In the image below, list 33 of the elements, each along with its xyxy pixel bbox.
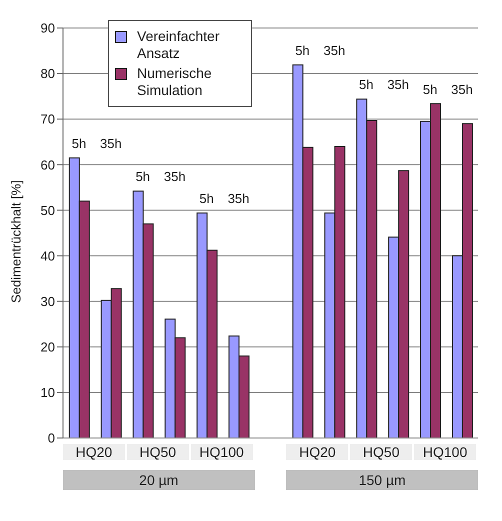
y-tick-label: 80 — [40, 66, 55, 82]
legend-label: Vereinfachter Ansatz — [137, 28, 220, 62]
annotation: 5h — [295, 42, 310, 58]
annotation: 5h — [136, 169, 150, 184]
text: HQ20 — [63, 444, 125, 460]
text: HQ100 — [190, 444, 253, 460]
y-tick-label: 40 — [40, 248, 55, 264]
text: HQ100 — [414, 444, 476, 460]
y-tick-label: 30 — [40, 294, 55, 309]
annotation: 5h — [199, 190, 214, 206]
y-tick-label: 90 — [40, 20, 55, 36]
annotation: 35h — [228, 190, 250, 206]
annotation: 35h — [100, 136, 122, 151]
annotation: 35h — [323, 42, 346, 58]
y-tick-label: 60 — [40, 157, 55, 172]
annotation: 35h — [164, 169, 186, 184]
y-axis-title: Sedimentrückhalt [%] — [8, 180, 24, 303]
annotation: 35h — [387, 77, 410, 92]
annotation: 5h — [72, 136, 86, 151]
text: HQ20 — [286, 444, 348, 460]
annotation: 35h — [451, 82, 473, 97]
legend-label: Numerische Simulation — [137, 65, 213, 99]
y-tick-label: 70 — [40, 112, 55, 127]
text: HQ50 — [350, 444, 412, 460]
y-tick-label: 10 — [40, 385, 55, 400]
y-tick-label: 20 — [40, 340, 55, 355]
text: HQ50 — [126, 444, 189, 460]
annotation: 5h — [359, 77, 374, 92]
annotation: 5h — [422, 82, 438, 97]
text: 20 µm — [63, 470, 255, 490]
text: 150 µm — [286, 470, 478, 490]
y-tick-label: 50 — [40, 202, 55, 218]
y-tick-label: 0 — [48, 430, 55, 446]
